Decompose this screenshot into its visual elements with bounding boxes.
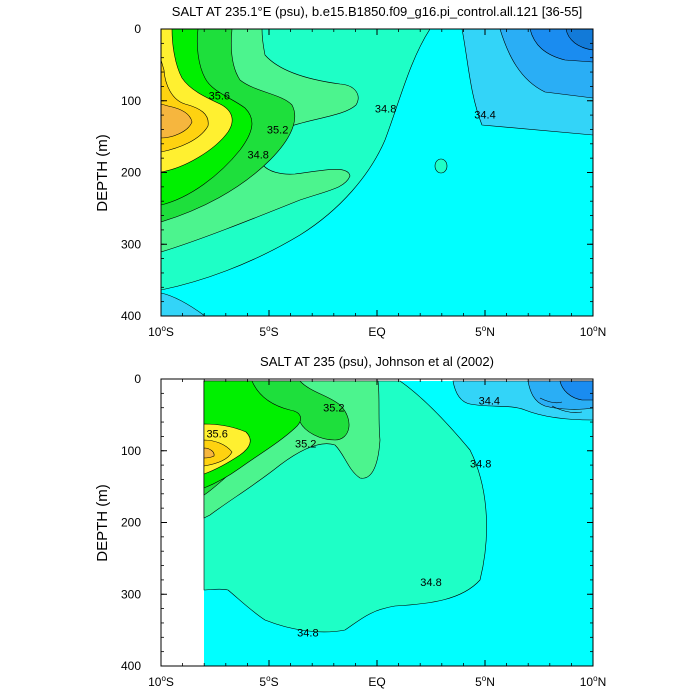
top-y-axis-title: DEPTH (m)	[94, 134, 111, 212]
x-tick-label: 10oS	[148, 324, 174, 339]
top-contour-fill	[161, 29, 593, 316]
y-tick-label: 400	[121, 309, 141, 323]
y-tick-label: 300	[121, 587, 141, 601]
y-tick-label: 300	[121, 237, 141, 251]
contour-label: 34.8	[470, 459, 491, 471]
y-tick-label: 0	[134, 372, 141, 386]
bottom-panel: SALT AT 235 (psu), Johnson et al (2002) …	[94, 354, 606, 689]
contour-label: 34.4	[479, 396, 500, 408]
x-tick-label: 10oN	[580, 674, 606, 689]
top-y-axis: 0 100 200 300 400	[121, 22, 593, 323]
y-tick-label: 400	[121, 659, 141, 673]
contour-label: 34.8	[375, 104, 396, 116]
top-contour-labels: 35.6 35.2 34.8 34.8 34.4	[209, 91, 496, 162]
bottom-y-axis-title: DEPTH (m)	[94, 484, 111, 562]
bottom-contour-labels: 35.2 35.6 35.2 34.4 34.8 34.8 34.8	[206, 396, 500, 640]
top-panel: SALT AT 235.1°E (psu), b.e15.B1850.f09_g…	[94, 4, 606, 339]
y-tick-label: 200	[121, 516, 141, 530]
top-x-axis: 10oS 5oS EQ 5oN 10oN	[148, 29, 606, 339]
bottom-x-axis: 10oS 5oS EQ 5oN 10oN	[148, 379, 606, 689]
contour-label: 34.4	[474, 109, 495, 121]
contour-label: 34.8	[420, 577, 441, 589]
contour-label: 34.8	[247, 150, 268, 162]
top-chart-title: SALT AT 235.1°E (psu), b.e15.B1850.f09_g…	[172, 4, 582, 19]
y-tick-label: 0	[134, 22, 141, 36]
contour-label: 34.8	[297, 627, 318, 639]
x-tick-label: 5oS	[259, 324, 278, 339]
contour-label: 35.6	[209, 91, 230, 103]
y-tick-label: 100	[121, 94, 141, 108]
x-tick-label: 10oN	[580, 324, 606, 339]
x-tick-label: 10oS	[148, 674, 174, 689]
contour-label: 35.6	[206, 429, 227, 441]
y-tick-label: 100	[121, 444, 141, 458]
x-tick-label: EQ	[368, 325, 385, 339]
contour-label: 35.2	[323, 403, 344, 415]
contour-label: 35.2	[267, 124, 288, 136]
x-tick-label: 5oN	[475, 674, 495, 689]
x-tick-label: EQ	[368, 675, 385, 689]
bottom-y-axis: 0 100 200 300 400	[121, 372, 593, 673]
x-tick-label: 5oN	[475, 324, 495, 339]
y-tick-label: 200	[121, 166, 141, 180]
x-tick-label: 5oS	[259, 674, 278, 689]
bottom-chart-title: SALT AT 235 (psu), Johnson et al (2002)	[260, 354, 494, 369]
contour-label: 35.2	[295, 439, 316, 451]
bottom-contour-fill	[203, 380, 593, 666]
